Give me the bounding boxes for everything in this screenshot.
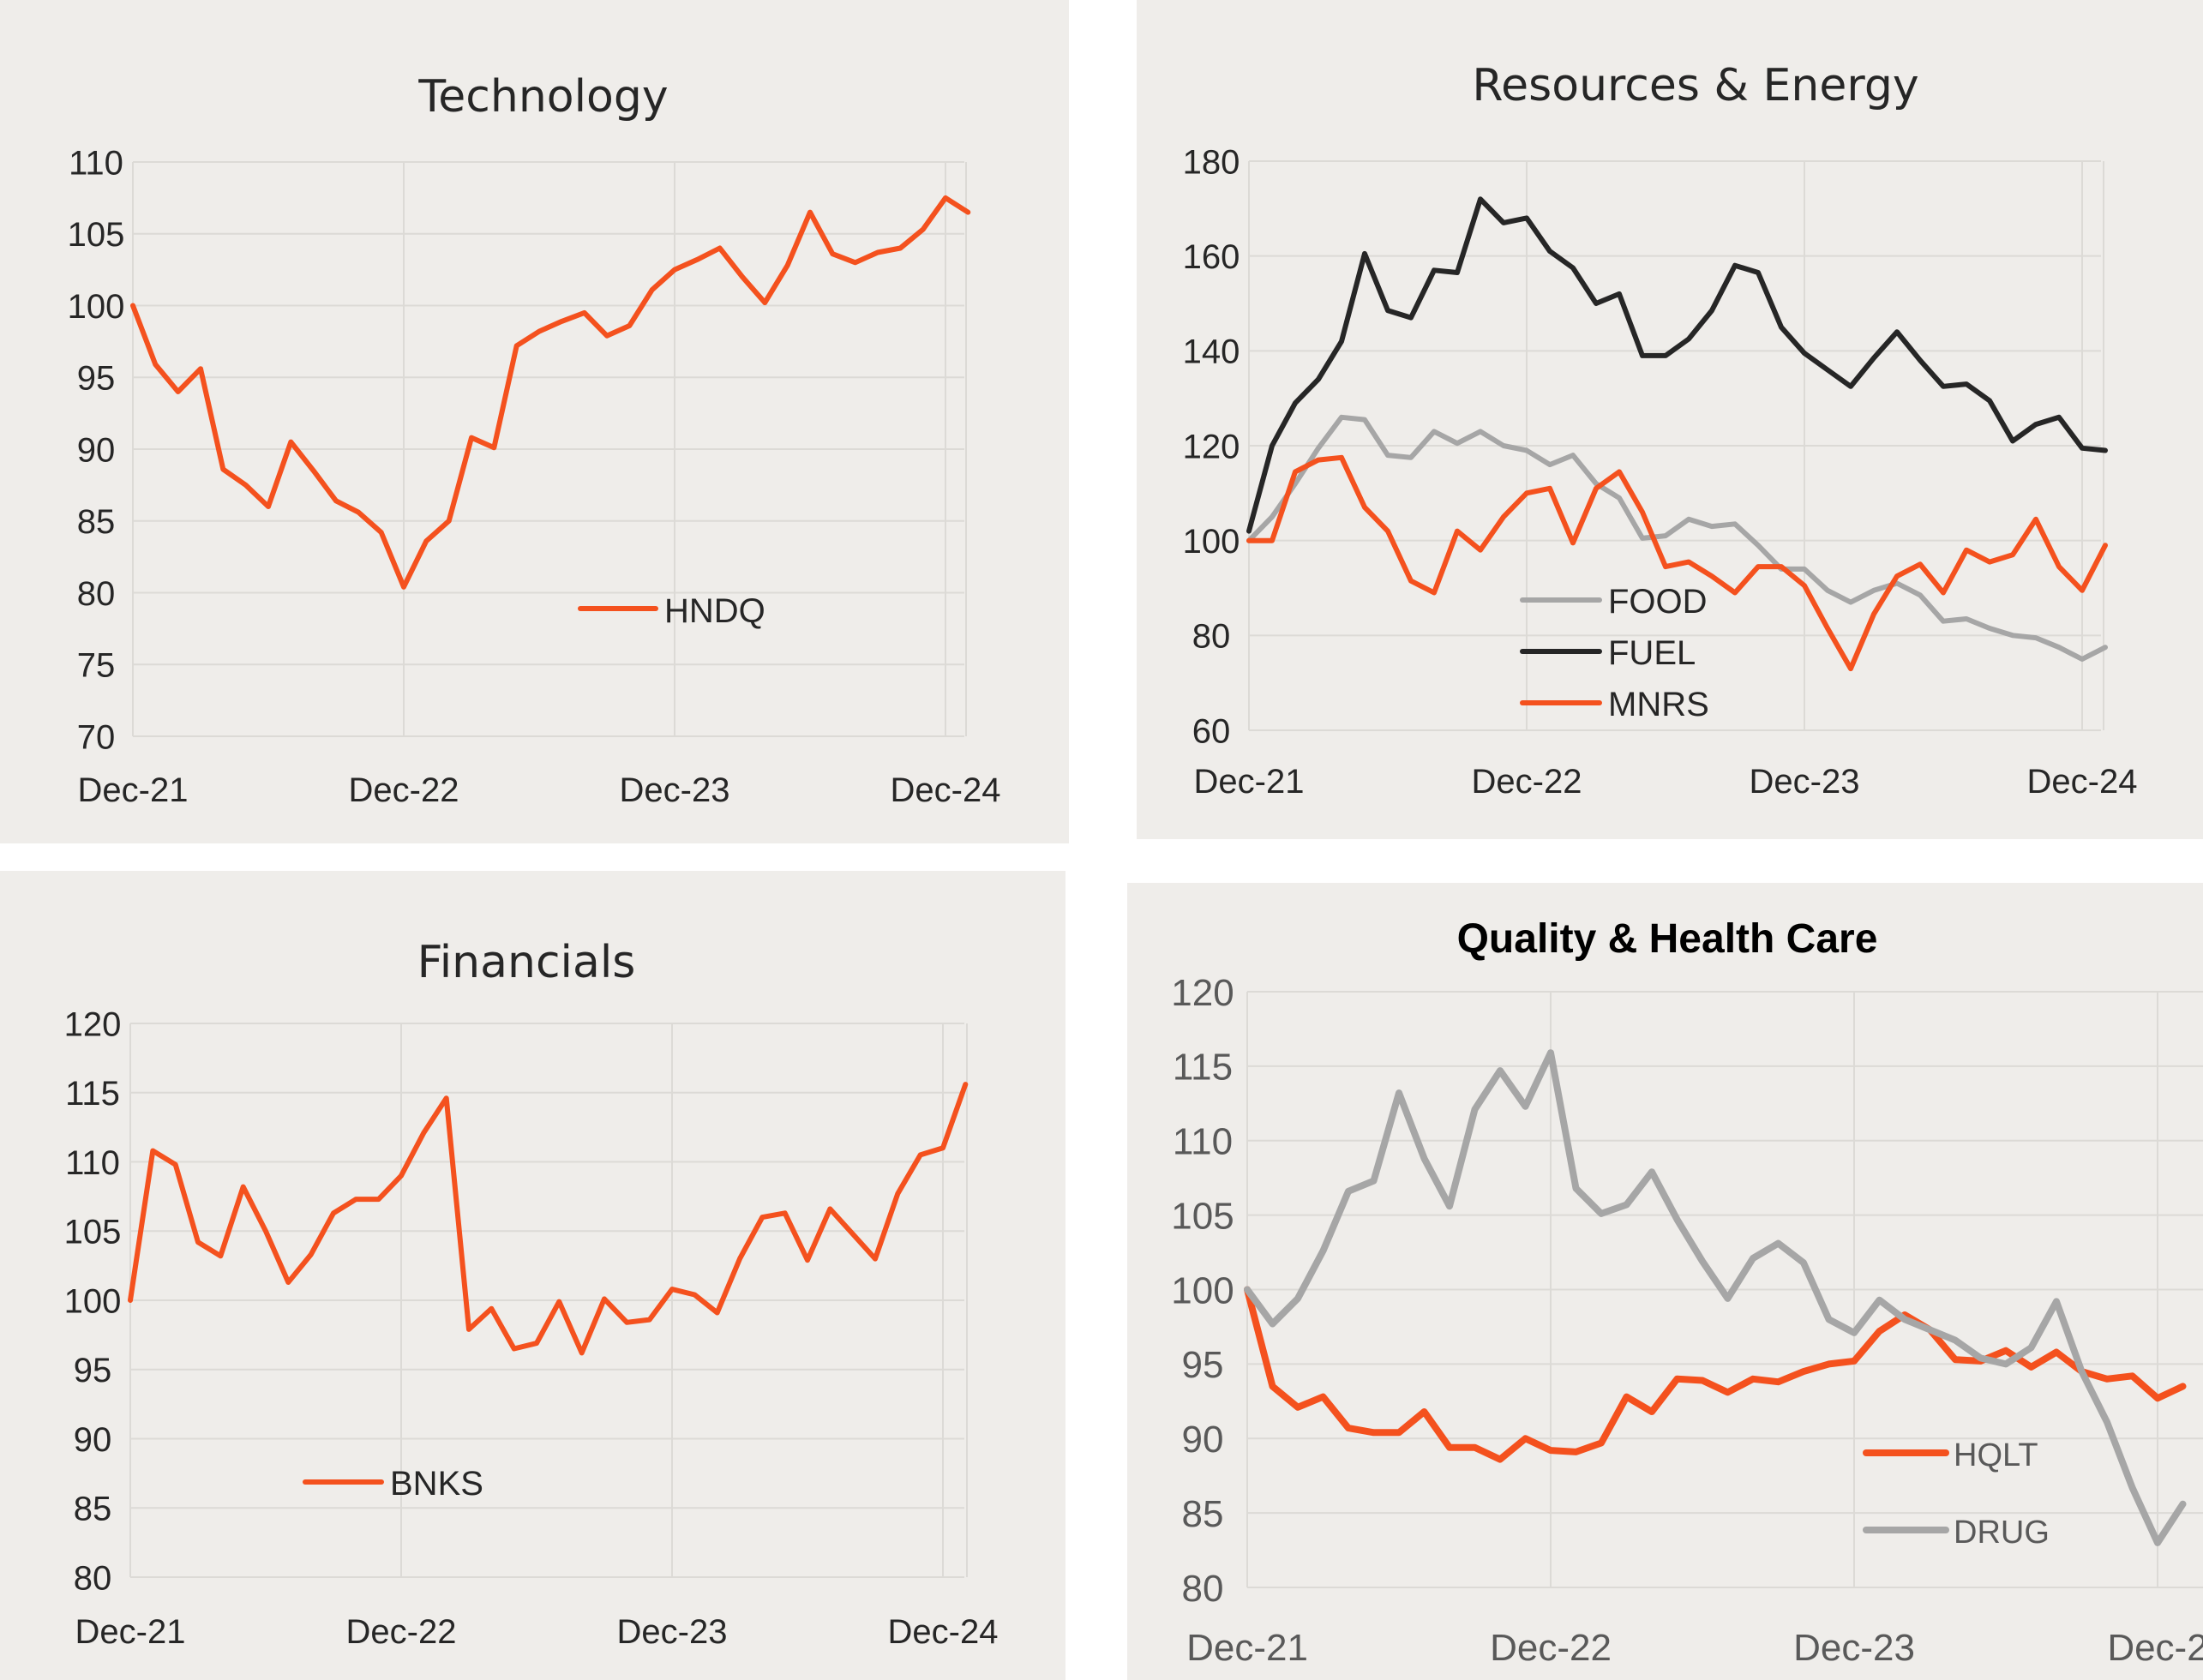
y-tick-label: 110 — [65, 1144, 120, 1182]
y-tick-label: 100 — [64, 1282, 122, 1320]
x-tick-label: Dec-21 — [78, 771, 189, 809]
legend-label-drug: DRUG — [1954, 1515, 2050, 1551]
y-tick-label: 180 — [1183, 143, 1240, 181]
technology-chart-panel: Technology 70 75 80 85 90 95 100 105 110 Dec-21 De… — [0, 0, 1069, 843]
x-tick-label: Dec-23 — [1750, 763, 1860, 801]
y-tick-label: 95 — [1182, 1344, 1224, 1386]
series-line-hndq — [130, 195, 971, 590]
resources-energy-chart-panel: Resources & Energy 60 80 100 120 140 160 180 De… — [1137, 0, 2203, 839]
y-tick-label: 120 — [64, 1005, 122, 1043]
y-tick-label: 70 — [77, 718, 116, 756]
y-tick-label: 80 — [1182, 1568, 1224, 1610]
x-tick-label: Dec-21 — [1194, 763, 1305, 801]
y-tick-label: 110 — [69, 144, 123, 182]
y-tick-label: 85 — [77, 503, 116, 541]
y-tick-label: 95 — [77, 360, 116, 398]
y-tick-label: 85 — [74, 1491, 112, 1528]
y-tick-label: 95 — [74, 1352, 112, 1389]
y-tick-label: 80 — [74, 1559, 112, 1597]
x-tick-label: Dec-24 — [888, 1613, 999, 1651]
x-tick-label: Dec-22 — [1472, 763, 1582, 801]
series-line-drug — [1244, 1049, 2187, 1546]
y-tick-label: 80 — [1192, 618, 1231, 656]
x-tick-label: Dec-21 — [1186, 1627, 1308, 1669]
y-tick-label: 85 — [1182, 1493, 1224, 1535]
quality-health-care-chart-panel: Quality & Health Care 80 85 90 95 100 105 110 1… — [1127, 883, 2203, 1680]
resources-energy-chart: Resources & Energy 60 80 100 120 140 160 180 De… — [1183, 60, 2138, 801]
x-tick-label: Dec-23 — [617, 1613, 728, 1651]
financials-chart: Financials 80 85 90 95 100 105 110 115 120 Dec-21… — [64, 937, 999, 1651]
y-tick-label: 100 — [68, 288, 125, 326]
x-tick-label: Dec-22 — [346, 1613, 457, 1651]
y-tick-label: 100 — [1171, 1269, 1234, 1311]
y-tick-label: 90 — [77, 431, 116, 469]
y-tick-label: 160 — [1183, 238, 1240, 276]
x-tick-label: Dec-23 — [620, 771, 730, 809]
y-tick-label: 115 — [65, 1075, 120, 1113]
resources-energy-plot-area: 60 80 100 120 140 160 180 Dec-21 Dec-22 Dec-23 Dec… — [1183, 143, 2138, 801]
series-line-mnrs — [1246, 454, 2108, 672]
x-tick-label: Dec-23 — [1793, 1627, 1915, 1669]
y-tick-label: 105 — [1171, 1195, 1234, 1237]
y-tick-label: 90 — [1182, 1419, 1224, 1461]
legend-label-hndq: HNDQ — [664, 592, 765, 630]
financials-chart-panel: Financials 80 85 90 95 100 105 110 115 120 Dec-21… — [0, 871, 1065, 1680]
chart-title: Quality & Health Care — [1457, 916, 1878, 962]
chart-title: Resources & Energy — [1472, 60, 1918, 111]
series-line-bnks — [128, 1082, 969, 1356]
quality-health-care-chart: Quality & Health Care 80 85 90 95 100 105 110 1… — [1171, 916, 2203, 1669]
series-line-hqlt — [1244, 1286, 2187, 1463]
series-line-food — [1246, 414, 2108, 662]
y-tick-label: 80 — [77, 575, 116, 613]
legend-label-food: FOOD — [1608, 583, 1708, 621]
y-tick-label: 75 — [77, 647, 116, 685]
legend-label-mnrs: MNRS — [1608, 686, 1709, 723]
y-tick-label: 110 — [1173, 1121, 1233, 1163]
x-tick-label: Dec-22 — [349, 771, 459, 809]
legend-label-hqlt: HQLT — [1954, 1437, 2038, 1473]
series-line-fuel — [1246, 196, 2108, 534]
technology-chart: Technology 70 75 80 85 90 95 100 105 110 Dec-21 De… — [68, 71, 1001, 809]
x-tick-label: Dec-22 — [1490, 1627, 1612, 1669]
y-tick-label: 105 — [68, 216, 125, 254]
chart-title: Technology — [417, 71, 668, 123]
y-tick-label: 140 — [1183, 333, 1240, 371]
y-tick-label: 120 — [1183, 428, 1240, 465]
x-tick-label: Dec-24 — [2027, 763, 2138, 801]
quality-health-care-plot-area: 80 85 90 95 100 105 110 115 120 Dec-21 Dec-22 Dec-2… — [1171, 972, 2203, 1669]
technology-plot-area: 70 75 80 85 90 95 100 105 110 Dec-21 Dec-22 Dec-23 D… — [68, 144, 1001, 809]
y-tick-label: 60 — [1192, 712, 1231, 750]
y-tick-label: 90 — [74, 1421, 112, 1459]
legend-label-bnks: BNKS — [390, 1465, 483, 1503]
legend-label-fuel: FUEL — [1608, 634, 1696, 672]
x-tick-label: Dec-2 — [2107, 1627, 2203, 1669]
y-tick-label: 105 — [64, 1214, 122, 1251]
y-tick-label: 115 — [1173, 1047, 1233, 1089]
y-tick-label: 100 — [1183, 523, 1240, 561]
x-tick-label: Dec-24 — [891, 771, 1001, 809]
chart-title: Financials — [417, 937, 636, 988]
x-tick-label: Dec-21 — [75, 1613, 186, 1651]
financials-plot-area: 80 85 90 95 100 105 110 115 120 Dec-21 Dec-22 Dec-2… — [64, 1005, 999, 1651]
y-tick-label: 120 — [1171, 972, 1234, 1014]
